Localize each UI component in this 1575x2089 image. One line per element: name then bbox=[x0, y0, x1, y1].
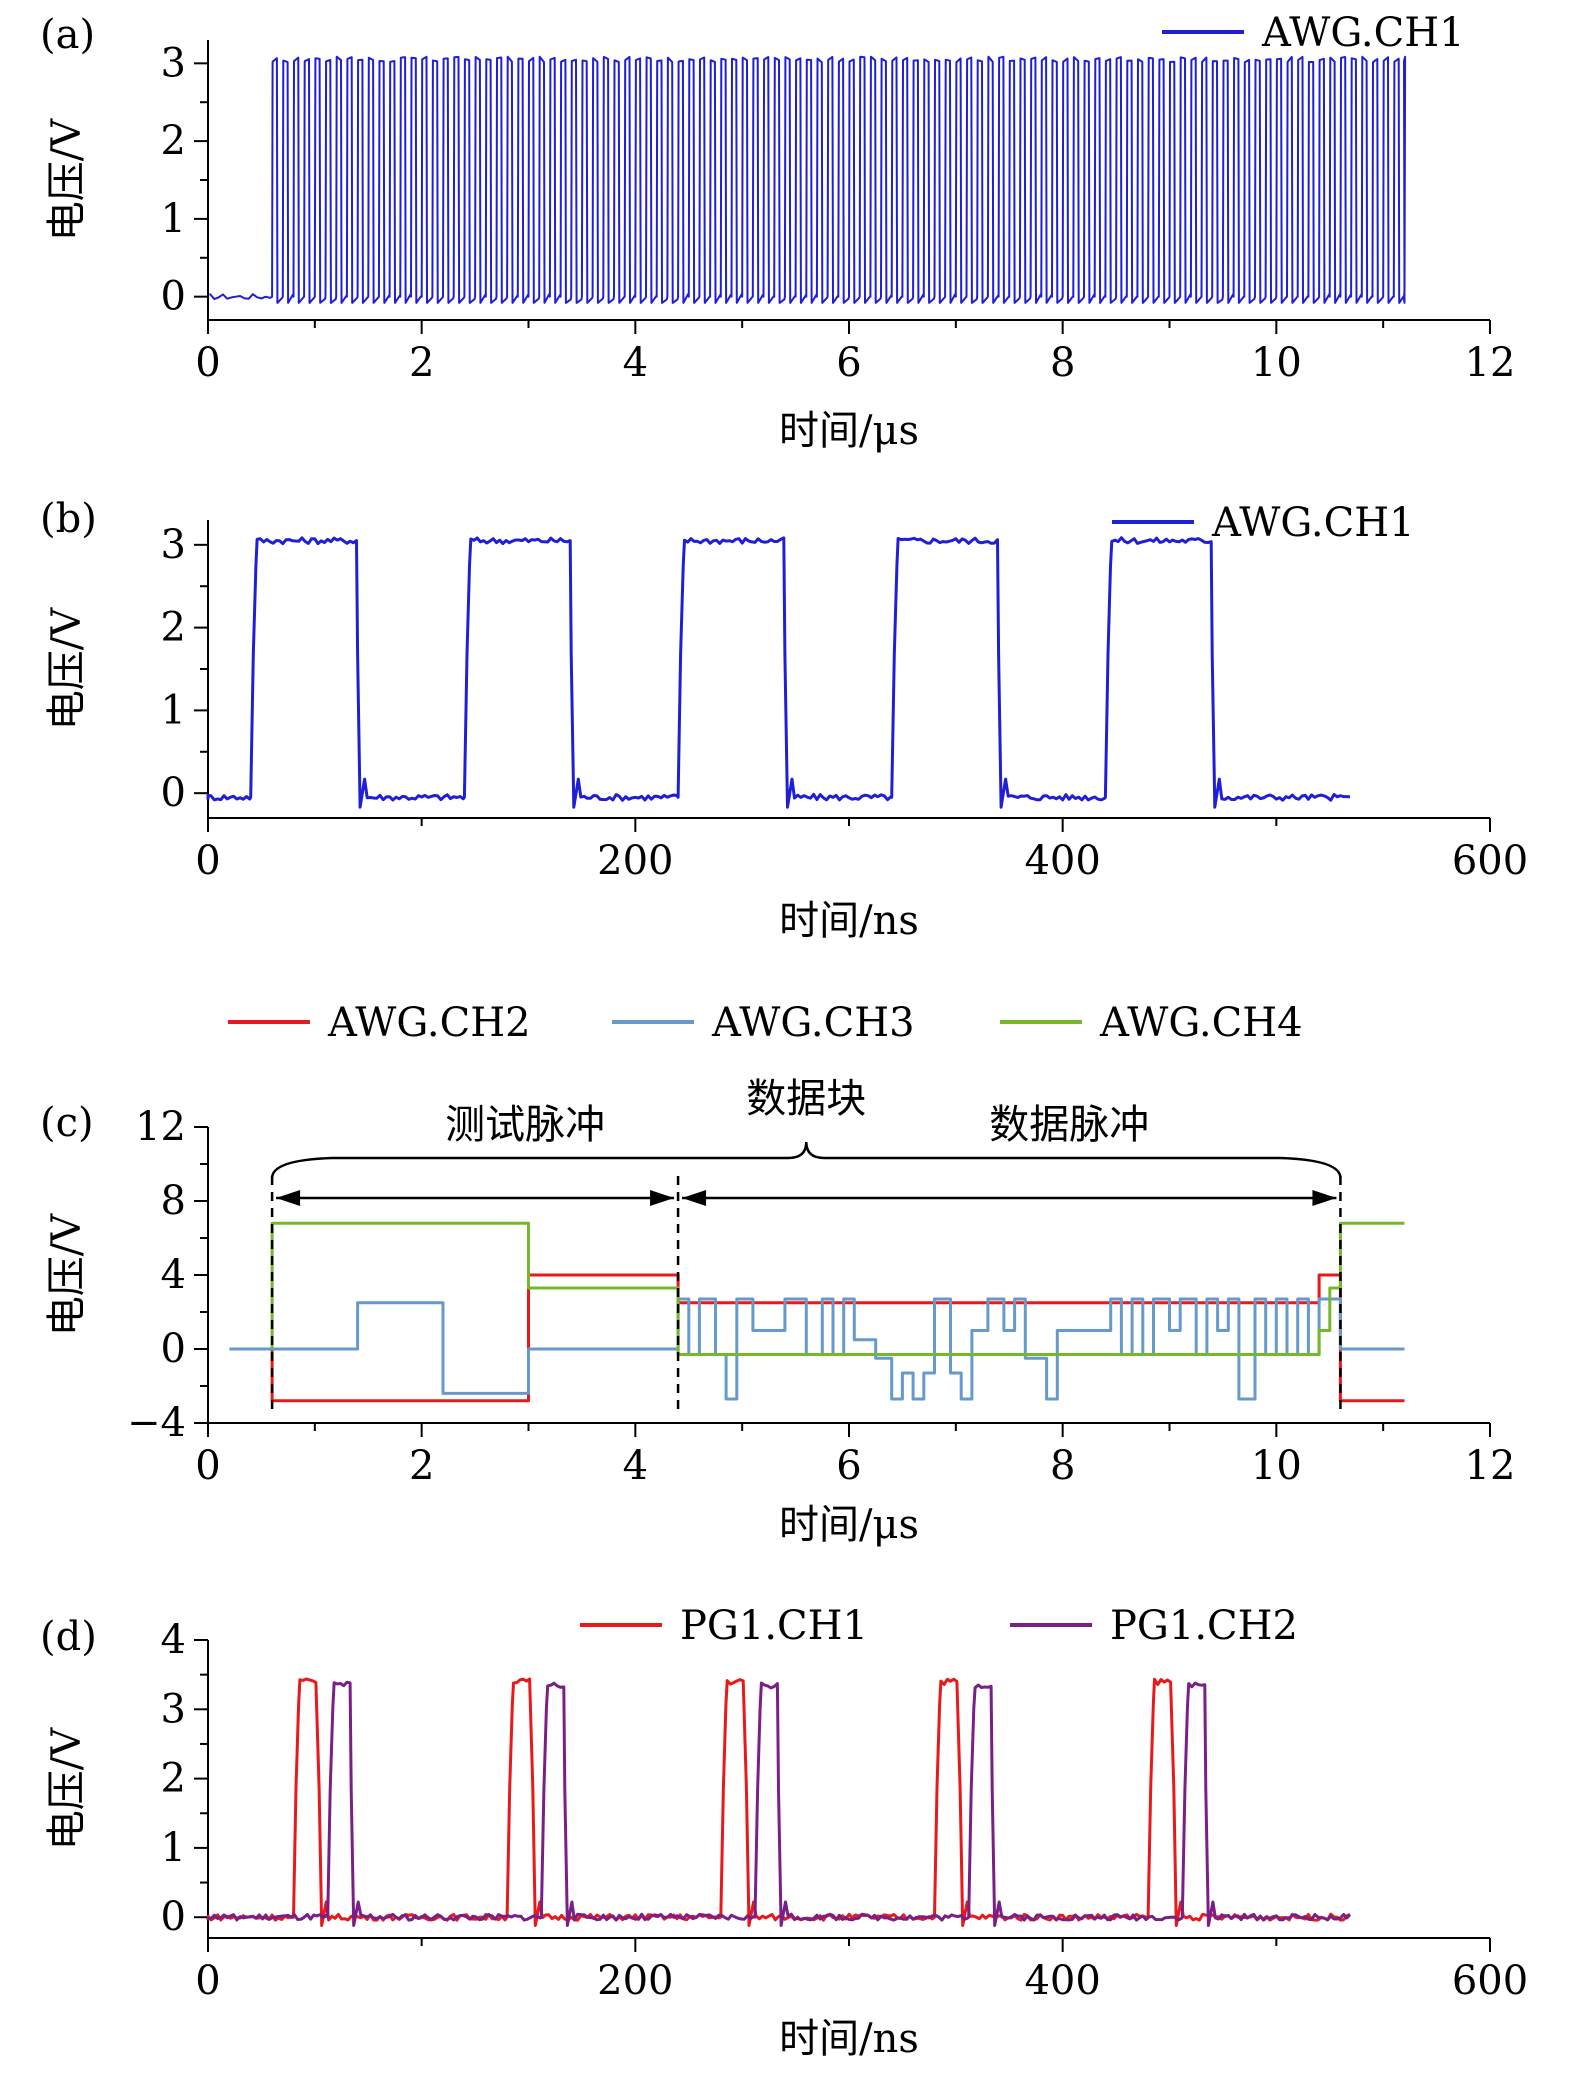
y-tick-label: 0 bbox=[161, 770, 186, 816]
legend-label: PG1.CH1 bbox=[680, 1603, 868, 1649]
x-tick-label: 200 bbox=[597, 838, 673, 884]
y-tick-label: 1 bbox=[161, 196, 186, 242]
y-tick-label: 2 bbox=[161, 1756, 186, 1802]
brace bbox=[270, 1141, 1342, 1179]
y-tick-label: 1 bbox=[161, 687, 186, 733]
series-line-awg-ch1 bbox=[209, 55, 1407, 304]
legend-label: AWG.CH1 bbox=[1261, 10, 1465, 56]
x-tick-label: 0 bbox=[195, 838, 220, 884]
x-axis-label: 时间/ns bbox=[779, 898, 919, 944]
panel-label: (c) bbox=[40, 1100, 94, 1146]
legend-label: AWG.CH2 bbox=[327, 1000, 531, 1046]
x-tick-label: 8 bbox=[1050, 1443, 1075, 1489]
legend-label: PG1.CH2 bbox=[1110, 1603, 1298, 1649]
brace-label: 数据块 bbox=[746, 1076, 866, 1122]
y-tick-label: 4 bbox=[161, 1617, 186, 1663]
x-tick-label: 0 bbox=[195, 1958, 220, 2004]
test-pulse-arrow-head-right bbox=[650, 1190, 675, 1206]
y-tick-label: 0 bbox=[161, 1894, 186, 1940]
x-tick-label: 2 bbox=[409, 1443, 434, 1489]
y-tick-label: 1 bbox=[161, 1825, 186, 1871]
y-tick-label: 3 bbox=[161, 1686, 186, 1732]
y-tick-label: 12 bbox=[135, 1104, 186, 1150]
data-pulse-label: 数据脉冲 bbox=[989, 1102, 1149, 1148]
x-tick-label: 0 bbox=[195, 1443, 220, 1489]
x-tick-label: 6 bbox=[836, 340, 861, 386]
x-tick-label: 8 bbox=[1050, 340, 1075, 386]
y-tick-label: 0 bbox=[161, 1326, 186, 1372]
x-tick-label: 10 bbox=[1251, 1443, 1302, 1489]
panel-d: (d) 0 200 400 600 0 1 2 3 4 时间/ns 电压/V PG1.CH1 PG1.CH… bbox=[40, 1603, 1528, 2062]
series-line-awg-ch1 bbox=[206, 536, 1351, 809]
y-tick-label: −4 bbox=[127, 1400, 186, 1446]
x-tick-label: 12 bbox=[1465, 1443, 1516, 1489]
x-tick-label: 0 bbox=[195, 340, 220, 386]
test-pulse-label: 测试脉冲 bbox=[445, 1102, 605, 1148]
x-tick-label: 12 bbox=[1465, 340, 1516, 386]
series-line-awg-ch3 bbox=[229, 1297, 1405, 1401]
y-tick-label: 0 bbox=[161, 274, 186, 320]
panel-b: (b) 0 200 400 600 0 1 2 3 时间/ns 电压/V AWG.CH1 bbox=[40, 496, 1528, 944]
legend-label: AWG.CH3 bbox=[711, 1000, 915, 1046]
panel-label: (a) bbox=[40, 12, 95, 58]
x-tick-label: 2 bbox=[409, 340, 434, 386]
data-pulse-arrow-head-right bbox=[1312, 1190, 1337, 1206]
y-axis-label: 电压/V bbox=[44, 1213, 90, 1336]
x-tick-label: 6 bbox=[836, 1443, 861, 1489]
test-pulse-arrow-head-left bbox=[276, 1190, 301, 1206]
x-axis-label: 时间/ns bbox=[779, 2016, 919, 2062]
x-tick-label: 4 bbox=[623, 1443, 648, 1489]
x-tick-label: 200 bbox=[597, 1958, 673, 2004]
y-tick-label: 2 bbox=[161, 118, 186, 164]
y-tick-label: 3 bbox=[161, 40, 186, 86]
x-tick-label: 600 bbox=[1452, 1958, 1528, 2004]
y-axis-label: 电压/V bbox=[44, 118, 90, 241]
y-axis-label: 电压/V bbox=[44, 607, 90, 730]
y-tick-label: 8 bbox=[161, 1178, 186, 1224]
x-tick-label: 400 bbox=[1024, 1958, 1100, 2004]
legend-label: AWG.CH1 bbox=[1211, 500, 1415, 546]
data-pulse-arrow-head-left bbox=[682, 1190, 707, 1206]
panel-label: (d) bbox=[40, 1614, 97, 1660]
legend-label: AWG.CH4 bbox=[1099, 1000, 1303, 1046]
panel-label: (b) bbox=[40, 496, 97, 542]
x-tick-label: 4 bbox=[623, 340, 648, 386]
series-line-pg1-ch2 bbox=[206, 1680, 1352, 1927]
x-tick-label: 400 bbox=[1024, 838, 1100, 884]
y-tick-label: 4 bbox=[161, 1252, 186, 1298]
x-tick-label: 10 bbox=[1251, 340, 1302, 386]
y-tick-label: 3 bbox=[161, 522, 186, 568]
y-tick-label: 2 bbox=[161, 605, 186, 651]
x-tick-label: 600 bbox=[1452, 838, 1528, 884]
x-axis-label: 时间/μs bbox=[779, 1502, 919, 1548]
x-axis-label: 时间/μs bbox=[779, 408, 919, 454]
y-axis-label: 电压/V bbox=[44, 1727, 90, 1850]
